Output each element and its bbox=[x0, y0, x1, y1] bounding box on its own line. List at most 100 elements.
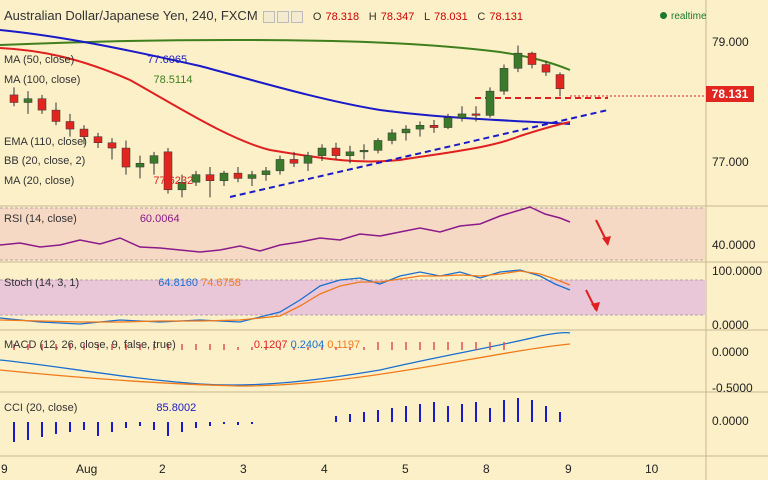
candle-body[interactable] bbox=[555, 74, 565, 90]
candle-body[interactable] bbox=[261, 170, 271, 175]
low-label: L bbox=[423, 11, 431, 23]
low-value: 78.031 bbox=[434, 11, 468, 23]
price-tick-label: 77.000 bbox=[712, 155, 749, 169]
ma50-value: 77.6065 bbox=[147, 54, 188, 66]
candle-body[interactable] bbox=[135, 162, 145, 168]
candle-body[interactable] bbox=[499, 68, 509, 92]
header-buttons[interactable] bbox=[261, 8, 304, 23]
x-tick-label: 3 bbox=[240, 462, 247, 476]
ma50-legend[interactable]: MA (50, close) 77.6065 bbox=[4, 54, 187, 66]
rsi-value: 60.0064 bbox=[139, 213, 180, 225]
candle-body[interactable] bbox=[513, 52, 523, 69]
rsi-panel[interactable] bbox=[0, 208, 705, 260]
macd-histogram bbox=[13, 342, 505, 350]
candle-body[interactable] bbox=[443, 117, 453, 128]
open-value: 78.318 bbox=[325, 11, 360, 23]
candle-body[interactable] bbox=[359, 150, 369, 153]
ma100-name: MA (100, close) bbox=[4, 74, 81, 86]
candle-body[interactable] bbox=[317, 147, 327, 156]
candle-body[interactable] bbox=[345, 151, 355, 156]
stoch-d-line bbox=[0, 270, 571, 323]
realtime-indicator: realtime bbox=[660, 11, 707, 22]
rsi-line bbox=[0, 206, 571, 253]
macd-legend[interactable]: MACD (12, 26, close, 9, false, true) 0.1… bbox=[4, 339, 360, 351]
candlestick-series bbox=[9, 45, 565, 198]
candle-body[interactable] bbox=[275, 159, 285, 172]
stoch-arrowhead-icon bbox=[591, 302, 600, 312]
candle-body[interactable] bbox=[373, 140, 383, 151]
candle-body[interactable] bbox=[387, 132, 397, 141]
cci-value: 85.8002 bbox=[156, 402, 197, 414]
ascending-trendline bbox=[229, 109, 609, 198]
status-dot-icon bbox=[660, 12, 667, 19]
candle-body[interactable] bbox=[177, 181, 187, 191]
stoch-legend[interactable]: Stoch (14, 3, 1) 64.8160 74.6758 bbox=[4, 277, 241, 289]
candle-body[interactable] bbox=[233, 172, 243, 179]
x-tick-label: 2 bbox=[159, 462, 166, 476]
price-panel[interactable] bbox=[0, 0, 705, 205]
candle-body[interactable] bbox=[191, 174, 201, 183]
macd-signal-line bbox=[0, 343, 571, 387]
x-tick-label: 8 bbox=[483, 462, 490, 476]
macd-tick-label: 0.0000 bbox=[712, 345, 749, 359]
x-tick-label: Aug bbox=[76, 462, 98, 476]
candle-body[interactable] bbox=[485, 90, 495, 116]
candle-body[interactable] bbox=[149, 155, 159, 164]
price-tick-label: 79.000 bbox=[712, 35, 749, 49]
candle-body[interactable] bbox=[23, 98, 33, 103]
x-tick-label: 9 bbox=[565, 462, 572, 476]
ema110-name: EMA (110, close) bbox=[4, 136, 87, 148]
candle-body[interactable] bbox=[415, 125, 425, 130]
candle-body[interactable] bbox=[303, 155, 313, 164]
candle-body[interactable] bbox=[331, 147, 341, 156]
candle-body[interactable] bbox=[457, 113, 467, 118]
rsi-legend[interactable]: RSI (14, close) 60.0064 bbox=[4, 213, 180, 225]
candle-body[interactable] bbox=[9, 94, 19, 103]
close-label: C bbox=[477, 11, 486, 23]
stoch-name: Stoch (14, 3, 1) bbox=[4, 277, 80, 289]
candle-body[interactable] bbox=[527, 52, 537, 65]
candle-body[interactable] bbox=[471, 113, 481, 116]
stoch-d-value: 74.6758 bbox=[201, 277, 241, 289]
stoch-panel[interactable] bbox=[0, 280, 705, 315]
candle-body[interactable] bbox=[541, 64, 551, 73]
candle-body[interactable] bbox=[163, 151, 173, 191]
realtime-label: realtime bbox=[671, 11, 707, 22]
ma20-legend[interactable]: MA (20, close) 77.6232 bbox=[4, 175, 193, 187]
cci-legend[interactable]: CCI (20, close) 85.8002 bbox=[4, 402, 196, 414]
close-value: 78.131 bbox=[489, 11, 523, 23]
menu-icon[interactable] bbox=[263, 10, 276, 23]
last-price-tag: 78.131 bbox=[706, 86, 754, 102]
candle-body[interactable] bbox=[79, 128, 89, 137]
cci-tick-label: 0.0000 bbox=[712, 414, 749, 428]
ma20-line bbox=[0, 47, 571, 163]
bb-legend[interactable]: BB (20, close, 2) bbox=[4, 155, 85, 167]
candle-body[interactable] bbox=[37, 98, 47, 111]
close-icon[interactable] bbox=[291, 10, 304, 23]
cci-bars bbox=[13, 398, 561, 442]
settings-icon[interactable] bbox=[277, 10, 290, 23]
macd-signal-value: 0.1197 bbox=[327, 339, 361, 351]
ma20-name: MA (20, close) bbox=[4, 175, 75, 187]
candle-body[interactable] bbox=[93, 136, 103, 143]
candle-body[interactable] bbox=[51, 109, 61, 122]
stoch-tick-label: 100.0000 bbox=[712, 264, 763, 278]
candle-body[interactable] bbox=[247, 174, 257, 179]
open-label: O bbox=[312, 11, 322, 23]
ma100-legend[interactable]: MA (100, close) 78.5114 bbox=[4, 74, 192, 86]
candle-body[interactable] bbox=[401, 128, 411, 134]
ema110-legend[interactable]: EMA (110, close) bbox=[4, 136, 87, 148]
macd-value: 0.2404 bbox=[290, 339, 325, 351]
candle-body[interactable] bbox=[289, 159, 299, 164]
stoch-k-value: 64.8160 bbox=[158, 277, 199, 289]
x-tick-label: 4 bbox=[321, 462, 328, 476]
candle-body[interactable] bbox=[205, 174, 215, 181]
candle-body[interactable] bbox=[121, 147, 131, 168]
candle-body[interactable] bbox=[429, 125, 439, 128]
candle-body[interactable] bbox=[107, 142, 117, 149]
high-value: 78.347 bbox=[380, 11, 415, 23]
macd-line bbox=[0, 331, 571, 386]
candle-body[interactable] bbox=[219, 172, 229, 181]
candle-body[interactable] bbox=[65, 121, 75, 130]
